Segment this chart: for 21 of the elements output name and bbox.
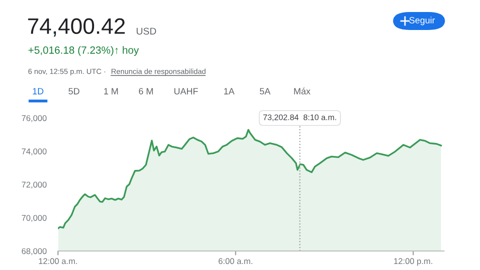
- y-tick-label: 70,000: [22, 214, 47, 222]
- text: USD: [136, 28, 156, 35]
- text: 1D: [32, 88, 44, 94]
- x-tick-label: 12:00 a.m.: [38, 258, 77, 264]
- text: 1A: [224, 88, 235, 94]
- x-tick-label: 12:00 p.m.: [394, 258, 432, 266]
- text: 5D: [68, 88, 80, 94]
- text: 6 M: [138, 88, 153, 94]
- y-tick-label: 68,000: [22, 248, 47, 256]
- y-tick-label: 72,000: [22, 182, 47, 189]
- text: Máx: [294, 88, 310, 94]
- text: UAHF: [174, 88, 198, 94]
- chart-subtitle: +5,016.18 (7.23%)↑ hoy: [28, 46, 139, 56]
- y-tick-label: 76,000: [22, 115, 47, 122]
- text: 1 M: [104, 88, 118, 94]
- y-tick-label: 74,000: [22, 148, 47, 156]
- text: 5A: [260, 88, 271, 94]
- annotation: 73,202.84 8:10 a.m.: [263, 114, 336, 122]
- text: Seguir: [409, 16, 435, 26]
- chart-title: 74,400.42: [28, 18, 125, 37]
- x-tick-label: 6:00 a.m.: [218, 258, 252, 264]
